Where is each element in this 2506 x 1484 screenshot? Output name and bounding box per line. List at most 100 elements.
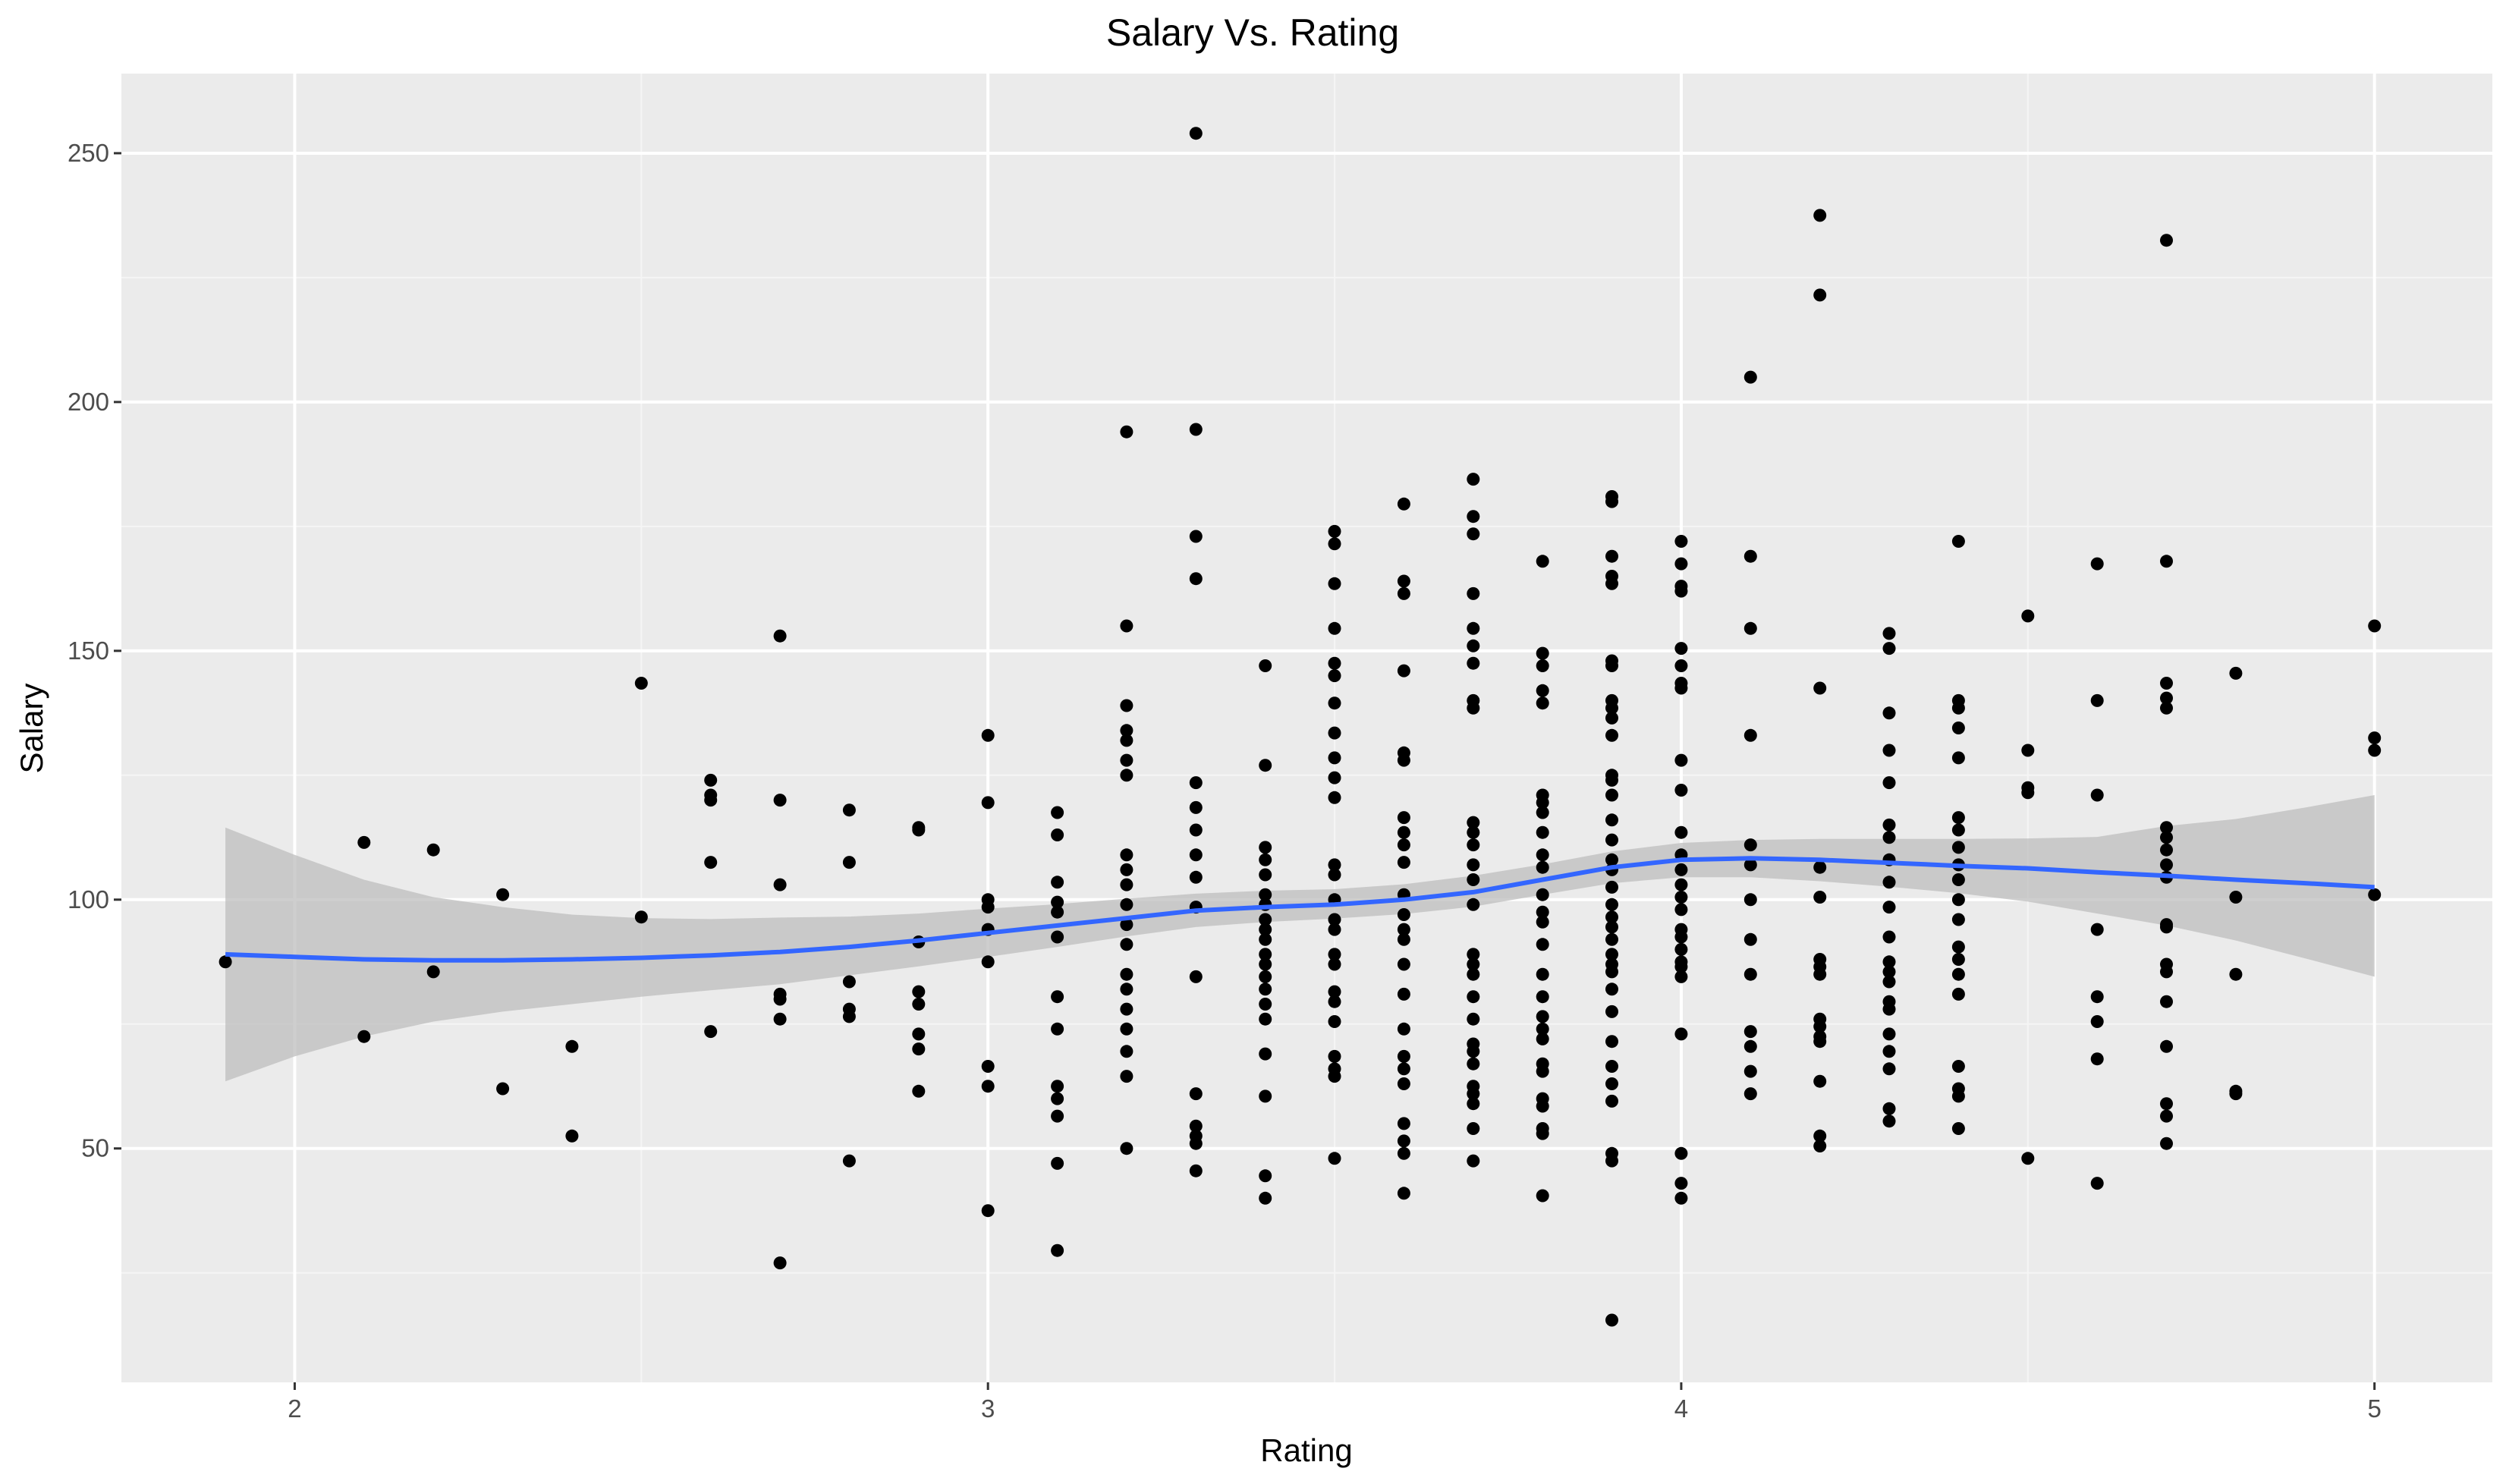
data-point: [1744, 549, 1757, 563]
data-point: [1536, 1032, 1549, 1045]
data-point: [1467, 656, 1480, 670]
data-point: [1259, 1191, 1272, 1205]
data-point: [565, 1129, 579, 1143]
data-point: [1120, 1045, 1134, 1058]
data-point: [1328, 771, 1341, 784]
y-tick-label: 150: [68, 637, 109, 665]
data-point: [1674, 878, 1688, 891]
data-point: [1882, 955, 1896, 969]
data-point: [2160, 691, 2173, 705]
data-point: [1120, 753, 1134, 767]
data-point: [1120, 1002, 1134, 1016]
data-point: [1951, 751, 1965, 765]
data-point: [1467, 621, 1480, 635]
data-point: [1674, 942, 1688, 956]
data-point: [2090, 557, 2104, 571]
data-point: [1882, 901, 1896, 914]
data-point: [842, 1010, 856, 1023]
data-point: [704, 773, 718, 787]
data-point: [842, 803, 856, 817]
x-tick-label: 5: [2367, 1394, 2381, 1423]
data-point: [1397, 574, 1410, 588]
data-point: [1467, 527, 1480, 541]
data-point: [1605, 833, 1618, 847]
data-point: [1467, 701, 1480, 715]
data-point: [2021, 786, 2035, 800]
data-point: [1605, 932, 1618, 946]
data-point: [1813, 1129, 1827, 1143]
data-point: [1674, 1146, 1688, 1160]
data-point: [1951, 811, 1965, 825]
data-point: [1674, 930, 1688, 944]
data-point: [1605, 853, 1618, 866]
data-point: [1744, 1039, 1757, 1053]
data-point: [1744, 1087, 1757, 1101]
data-point: [773, 992, 787, 1006]
data-point: [1605, 1035, 1618, 1049]
data-point: [1951, 873, 1965, 886]
data-point: [1189, 572, 1203, 586]
data-point: [1605, 728, 1618, 742]
data-point: [1397, 1134, 1410, 1148]
data-point: [1328, 957, 1341, 971]
confidence-band: [225, 795, 2375, 1082]
data-point: [2090, 1177, 2104, 1190]
data-point: [1605, 788, 1618, 802]
y-tick-label: 200: [68, 388, 109, 416]
data-point: [912, 823, 926, 837]
data-point: [2160, 1039, 2173, 1053]
data-point: [1744, 370, 1757, 384]
data-point: [1120, 983, 1134, 996]
data-point: [1882, 1027, 1896, 1041]
data-point: [1328, 1015, 1341, 1028]
data-point: [2229, 967, 2243, 981]
data-point: [1051, 905, 1064, 919]
data-point: [1674, 1027, 1688, 1041]
data-point: [1951, 913, 1965, 926]
data-point: [1051, 1109, 1064, 1123]
data-point: [1051, 1243, 1064, 1257]
data-point: [2229, 1087, 2243, 1101]
data-point: [1397, 923, 1410, 936]
data-point: [1467, 1122, 1480, 1135]
data-point: [1951, 893, 1965, 907]
data-point: [1467, 1057, 1480, 1071]
data-point: [2160, 234, 2173, 247]
x-tick-label: 2: [288, 1394, 301, 1423]
data-point: [1536, 646, 1549, 660]
data-point: [1328, 923, 1341, 936]
data-points: [219, 127, 2382, 1327]
data-point: [1189, 530, 1203, 543]
data-point: [1189, 127, 1203, 140]
data-point: [1328, 868, 1341, 882]
data-point: [2160, 821, 2173, 835]
data-point: [1467, 1087, 1480, 1101]
data-point: [1120, 724, 1134, 737]
data-point: [1467, 990, 1480, 1004]
data-point: [1536, 555, 1549, 568]
data-point: [1189, 1087, 1203, 1101]
data-point: [1259, 957, 1272, 971]
data-point: [1674, 584, 1688, 598]
data-point: [1951, 1122, 1965, 1135]
data-point: [1536, 659, 1549, 672]
data-point: [1605, 880, 1618, 894]
data-point: [1259, 913, 1272, 926]
data-point: [2090, 1015, 2104, 1028]
data-point: [1605, 1005, 1618, 1018]
data-point: [1397, 856, 1410, 869]
data-point: [1951, 1089, 1965, 1103]
data-point: [1605, 965, 1618, 979]
data-point: [357, 835, 371, 849]
data-point: [912, 1027, 926, 1041]
data-point: [1259, 759, 1272, 772]
data-point: [1397, 1187, 1410, 1200]
data-point: [2229, 891, 2243, 904]
data-point: [1051, 806, 1064, 819]
data-point: [1051, 1080, 1064, 1093]
data-point: [1259, 1089, 1272, 1103]
data-point: [1951, 940, 1965, 954]
data-point: [1259, 841, 1272, 854]
data-point: [1882, 627, 1896, 640]
data-point: [1189, 823, 1203, 837]
